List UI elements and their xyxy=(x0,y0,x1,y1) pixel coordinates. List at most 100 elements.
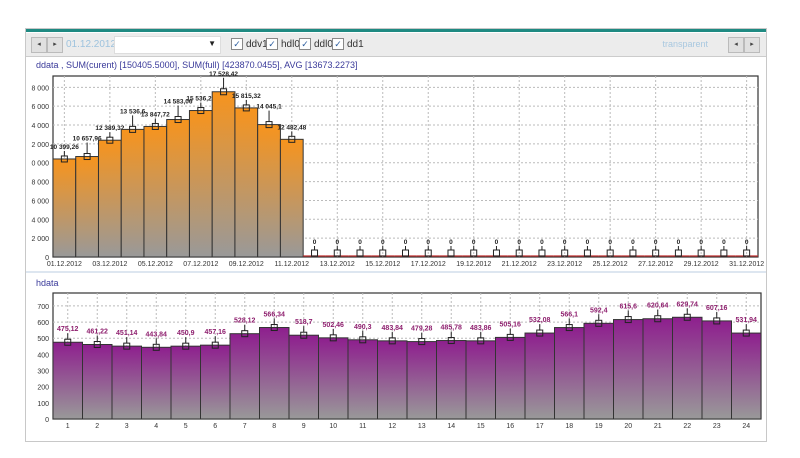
data-label: 461,22 xyxy=(87,328,109,335)
y-tick-label: 6 000 xyxy=(31,104,49,111)
checkbox-ddv1[interactable]: ✓ ddv1 xyxy=(231,38,268,50)
x-tick-label: 23 xyxy=(713,423,721,430)
data-label: 13 536,6 xyxy=(120,108,146,115)
bar xyxy=(97,139,122,258)
data-label: 15 815,32 xyxy=(232,93,261,100)
bar xyxy=(318,337,349,420)
bar xyxy=(613,319,644,420)
x-tick-label: 07.12.2012 xyxy=(183,261,218,268)
x-tick-label: 29.12.2012 xyxy=(684,261,719,268)
x-tick-label: 25.12.2012 xyxy=(593,261,628,268)
bar xyxy=(166,119,190,258)
data-label: 12 482,48 xyxy=(277,124,306,131)
x-tick-label: 01.12.2012 xyxy=(47,261,82,268)
x-tick-label: 9 xyxy=(302,423,306,430)
y-tick-label: 4 000 xyxy=(31,123,49,130)
bar xyxy=(200,344,231,420)
bar xyxy=(259,327,290,420)
x-tick-label: 19 xyxy=(595,423,603,430)
data-label: 607,16 xyxy=(706,305,728,312)
y-tick-label: 2 000 xyxy=(31,142,49,149)
x-tick-label: 11.12.2012 xyxy=(275,261,310,268)
bar xyxy=(52,341,83,420)
data-label: 532,08 xyxy=(529,317,551,324)
checkbox-ddl0[interactable]: ✓ ddl0 xyxy=(299,38,333,50)
chart-divider xyxy=(26,271,766,273)
series-dropdown[interactable]: ▼ xyxy=(114,36,221,54)
checkbox-label: dd1 xyxy=(347,38,364,50)
x-tick-label: 19.12.2012 xyxy=(456,261,491,268)
x-tick-label: 15 xyxy=(477,423,485,430)
x-tick-label: 11 xyxy=(359,423,366,430)
data-label: 0 xyxy=(495,239,499,246)
daily-chart-title: ddata , SUM(curent) [150405.5000], SUM(f… xyxy=(36,60,358,70)
data-label: 0 xyxy=(404,239,408,246)
x-tick-label: 21.12.2012 xyxy=(502,261,537,268)
bar xyxy=(347,339,378,420)
data-label: 483,84 xyxy=(382,325,404,332)
y-tick-label: 0 xyxy=(45,417,49,424)
x-tick-label: 17.12.2012 xyxy=(411,261,446,268)
data-label: 17 528,42 xyxy=(209,71,238,78)
data-label: 483,86 xyxy=(470,325,492,332)
data-label: 0 xyxy=(381,239,385,246)
prev-date-button[interactable]: ◂ xyxy=(31,37,47,53)
bar xyxy=(377,340,408,420)
data-label: 12 389,32 xyxy=(95,125,124,132)
window-accent-bar xyxy=(26,29,766,32)
date-field[interactable]: 01.12.2012 xyxy=(66,39,117,50)
data-label: 0 xyxy=(722,239,726,246)
next-page-button[interactable]: ▸ xyxy=(744,37,760,53)
chevron-down-icon: ▼ xyxy=(208,39,216,48)
checkbox-label: ddl0 xyxy=(314,38,333,50)
x-tick-label: 1 xyxy=(66,423,70,430)
prev-page-button[interactable]: ◂ xyxy=(728,37,744,53)
data-label: 0 xyxy=(699,239,703,246)
data-label: 450,9 xyxy=(177,330,195,337)
data-label: 443,84 xyxy=(146,331,168,338)
bar xyxy=(554,327,585,420)
x-tick-label: 21 xyxy=(654,423,662,430)
y-tick-label: 4 000 xyxy=(31,217,49,224)
x-tick-label: 27.12.2012 xyxy=(638,261,673,268)
bar xyxy=(583,322,614,420)
x-tick-label: 18 xyxy=(565,423,573,430)
data-label: 531,94 xyxy=(736,317,758,324)
x-tick-label: 2 xyxy=(95,423,99,430)
data-label: 615,6 xyxy=(619,304,637,311)
data-marker xyxy=(288,135,296,143)
checkbox-hdl0[interactable]: ✓ hdl0 xyxy=(266,38,300,50)
y-tick-label: 200 xyxy=(37,385,49,392)
data-label: 10 657,96 xyxy=(73,136,102,143)
checkbox-checked-icon: ✓ xyxy=(231,38,243,50)
y-tick-label: 2 000 xyxy=(31,236,49,243)
checkbox-label: ddv1 xyxy=(246,38,268,50)
data-label: 14 045,1 xyxy=(256,104,282,111)
y-tick-label: 8 000 xyxy=(31,180,49,187)
x-tick-label: 7 xyxy=(243,423,247,430)
y-tick-label: 0 000 xyxy=(31,161,49,168)
y-tick-label: 700 xyxy=(37,304,49,311)
data-label: 528,12 xyxy=(234,318,256,325)
checkbox-label: hdl0 xyxy=(281,38,300,50)
bar xyxy=(279,138,304,258)
data-label: 451,14 xyxy=(116,330,138,337)
x-tick-label: 6 xyxy=(213,423,217,430)
x-tick-label: 5 xyxy=(184,423,188,430)
checkbox-dd1[interactable]: ✓ dd1 xyxy=(332,38,364,50)
bar xyxy=(120,128,145,258)
bar xyxy=(524,332,555,420)
x-tick-label: 12 xyxy=(388,423,396,430)
bar xyxy=(642,318,673,420)
bar xyxy=(672,316,703,420)
next-date-button[interactable]: ▸ xyxy=(47,37,63,53)
x-tick-label: 23.12.2012 xyxy=(547,261,582,268)
data-label: 592,4 xyxy=(590,307,608,314)
x-tick-label: 13 xyxy=(418,423,426,430)
transparent-option[interactable]: transparent xyxy=(662,39,708,49)
data-label: 490,3 xyxy=(354,324,372,331)
data-label: 0 xyxy=(449,239,453,246)
y-tick-label: 100 xyxy=(37,401,49,408)
bar xyxy=(75,156,99,258)
x-tick-label: 17 xyxy=(536,423,544,430)
